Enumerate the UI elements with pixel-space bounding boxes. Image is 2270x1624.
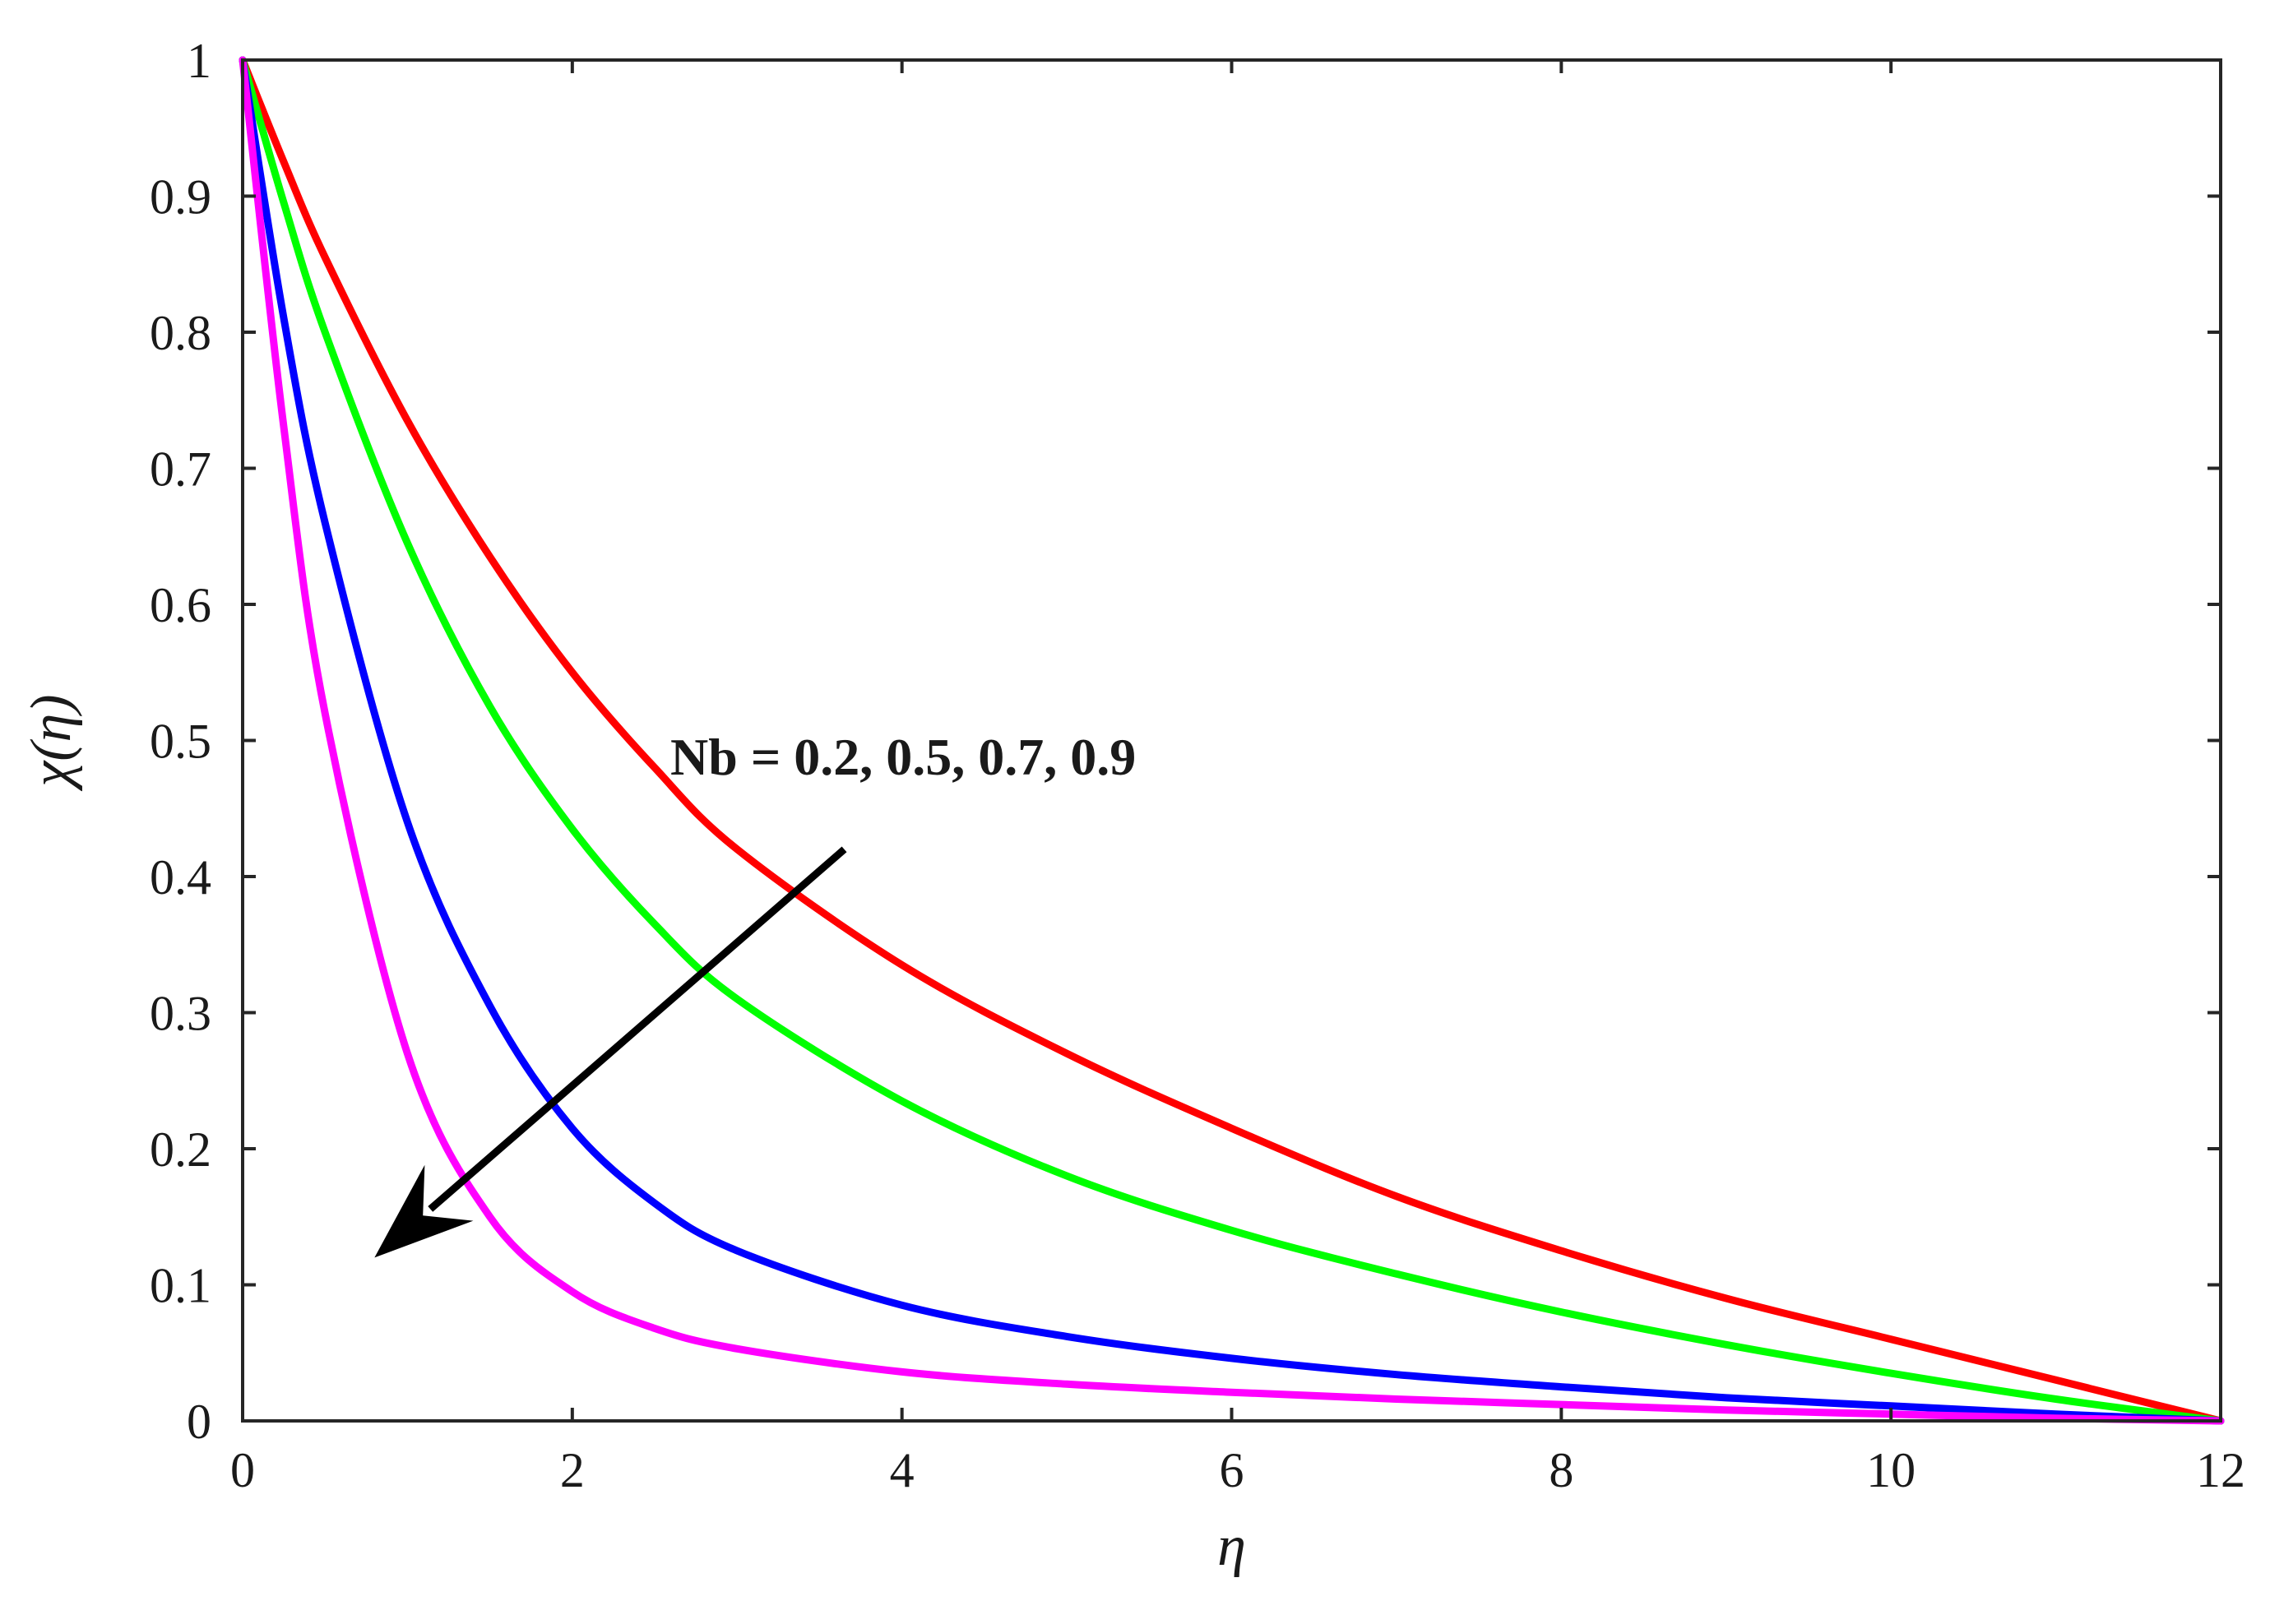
annotation-text: Nb = 0.2, 0.5, 0.7, 0.9 [670, 728, 1136, 786]
y-axis-label: χ(η) [20, 694, 83, 791]
y-tick-label: 0.8 [150, 306, 211, 360]
annotation-arrow-head [374, 1164, 474, 1258]
x-tick-label: 4 [890, 1443, 915, 1497]
y-tick-label: 0.7 [150, 442, 211, 497]
x-tick-label: 10 [1866, 1443, 1916, 1497]
y-tick-label: 0.9 [150, 170, 211, 224]
annotation-arrow-shaft [428, 846, 847, 1212]
x-tick-label: 0 [230, 1443, 255, 1497]
series-layer [239, 56, 2225, 1425]
y-tick-label: 0.3 [150, 987, 211, 1041]
y-tick-label: 0 [187, 1395, 211, 1449]
y-tick-label: 0.5 [150, 715, 211, 769]
x-tick-label: 2 [560, 1443, 585, 1497]
y-tick-label: 0.1 [150, 1259, 211, 1313]
x-tick-label: 6 [1220, 1443, 1244, 1497]
series-line-3 [239, 56, 2225, 1425]
ticks-layer: 0 2 4 6 8 10 12 0 0.1 0.2 0.3 0.4 0.5 0.6 0.7 0.8 0.9 1 [150, 34, 2245, 1497]
annotation-layer: Nb = 0.2, 0.5, 0.7, 0.9 [374, 728, 1136, 1258]
x-axis-label: η [1217, 1515, 1246, 1578]
series-line-1 [239, 56, 2225, 1425]
x-tick-label: 8 [1549, 1443, 1573, 1497]
y-tick-label: 1 [187, 34, 211, 88]
series-line-4 [239, 56, 2225, 1425]
y-tick-label: 0.4 [150, 850, 211, 905]
y-tick-label: 0.2 [150, 1122, 211, 1177]
y-tick-label: 0.6 [150, 578, 211, 632]
x-tick-label: 12 [2196, 1443, 2245, 1497]
series-line-2 [239, 56, 2225, 1425]
plot-frame [241, 58, 2222, 1423]
